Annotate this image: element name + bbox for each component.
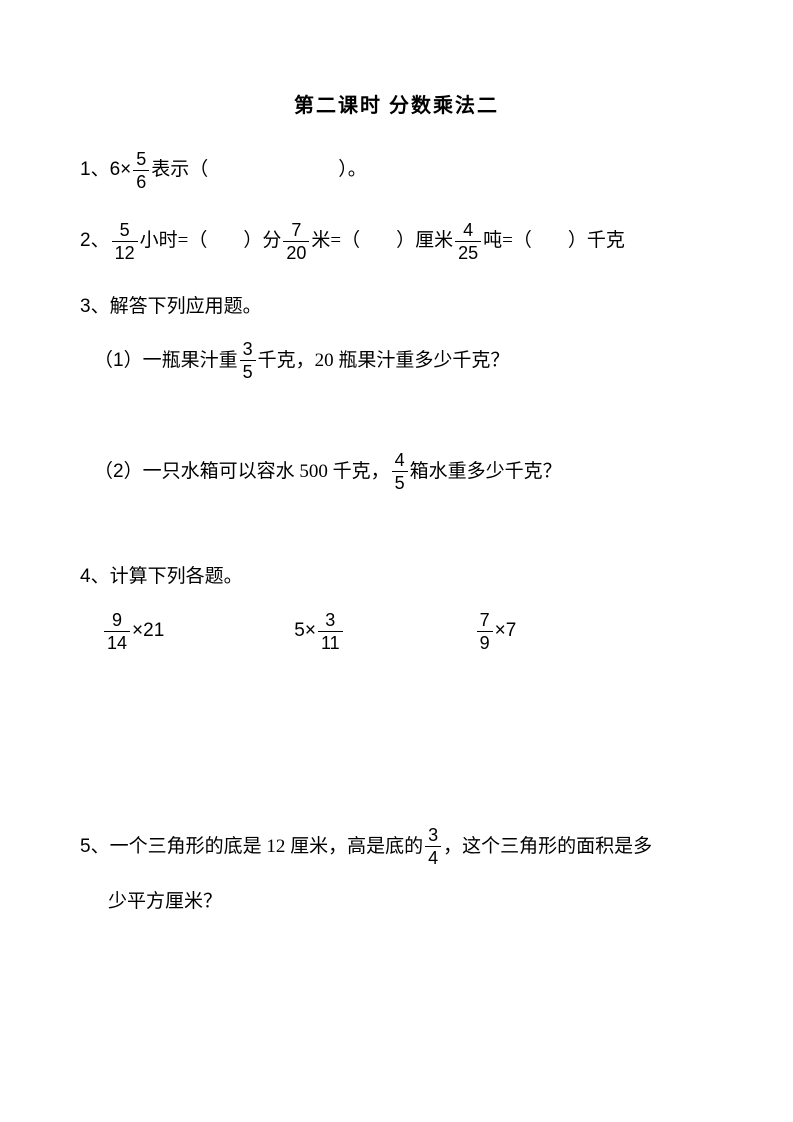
q2-frac3: 4 25 xyxy=(455,221,481,262)
q3-1-frac: 3 5 xyxy=(240,340,256,381)
frac-num: 9 xyxy=(109,611,125,631)
calc-2-frac: 3 11 xyxy=(318,611,343,652)
frac-den: 25 xyxy=(455,241,481,262)
q3-number: 3、 xyxy=(80,292,110,322)
q1-close: ）。 xyxy=(338,155,367,185)
calc-1-frac: 9 14 xyxy=(104,611,130,652)
q2-p2-close: ）厘米 xyxy=(396,226,453,256)
frac-num: 7 xyxy=(288,221,304,241)
question-3-2: （2） 一只水箱可以容水 500 千克， 4 5 箱水重多少千克？ xyxy=(80,451,713,492)
q2-p1-unit: 小时=（ xyxy=(140,226,208,256)
frac-den: 5 xyxy=(392,471,408,492)
frac-den: 6 xyxy=(133,170,149,191)
frac-num: 3 xyxy=(240,340,256,360)
frac-num: 5 xyxy=(117,221,133,241)
question-3-1: （1） 一瓶果汁重 3 5 千克，20 瓶果汁重多少千克？ xyxy=(80,340,713,381)
frac-den: 9 xyxy=(477,631,493,652)
frac-den: 5 xyxy=(240,360,256,381)
q2-number: 2、 xyxy=(80,226,110,256)
q2-p3-unit: 吨=（ xyxy=(483,226,532,256)
q4-number: 4、 xyxy=(80,562,110,592)
q2-p2-unit: 米=（ xyxy=(311,226,360,256)
calc-1: 9 14 ×21 xyxy=(102,611,164,652)
q5-line1: 5、 一个三角形的底是 12 厘米，高是底的 3 4 ，这个三角形的面积是多 xyxy=(80,822,713,871)
calc-2-pre: 5× xyxy=(294,616,316,646)
q2-p3-close: ）千克 xyxy=(568,226,625,256)
frac-den: 14 xyxy=(104,631,130,652)
question-3: 3、 解答下列应用题。 xyxy=(80,292,713,322)
question-2: 2、 5 12 小时=（ ）分 7 20 米=（ ）厘米 4 25 吨=（ ）千… xyxy=(80,221,713,262)
question-4: 4、 计算下列各题。 xyxy=(80,562,713,592)
page-title: 第二课时 分数乘法二 xyxy=(80,90,713,122)
frac-num: 7 xyxy=(477,611,493,631)
frac-den: 20 xyxy=(283,241,309,262)
calc-row: 9 14 ×21 5× 3 11 7 9 ×7 xyxy=(80,611,713,652)
q3-2-t2: 箱水重多少千克？ xyxy=(410,457,562,487)
frac-num: 5 xyxy=(133,150,149,170)
q5-t3: 少平方厘米？ xyxy=(108,891,222,912)
frac-num: 3 xyxy=(322,611,338,631)
q3-1-t1: 一瓶果汁重 xyxy=(143,346,238,376)
q1-fraction: 5 6 xyxy=(133,150,149,191)
q5-frac: 3 4 xyxy=(425,826,441,867)
q5-line2: 少平方厘米？ xyxy=(80,877,713,926)
q3-2-t1: 一只水箱可以容水 500 千克， xyxy=(143,457,390,487)
calc-3-op: ×7 xyxy=(495,616,517,646)
question-5: 5、 一个三角形的底是 12 厘米，高是底的 3 4 ，这个三角形的面积是多 少… xyxy=(80,822,713,927)
q4-text: 计算下列各题。 xyxy=(110,562,243,592)
q2-p1-close: ）分 xyxy=(243,226,281,256)
q3-text: 解答下列应用题。 xyxy=(110,292,262,322)
frac-num: 4 xyxy=(460,221,476,241)
q1-number: 1、 xyxy=(80,155,110,185)
frac-den: 11 xyxy=(318,631,343,652)
q1-before: 6× xyxy=(110,155,132,185)
q5-t1: 一个三角形的底是 12 厘米，高是底的 xyxy=(110,822,424,871)
calc-3: 7 9 ×7 xyxy=(475,611,517,652)
q5-t2: ，这个三角形的面积是多 xyxy=(443,822,652,871)
q1-after: 表示（ xyxy=(151,155,208,185)
q3-2-frac: 4 5 xyxy=(392,451,408,492)
calc-1-op: ×21 xyxy=(132,616,164,646)
q3-1-t2: 千克，20 瓶果汁重多少千克？ xyxy=(258,346,510,376)
worksheet-page: 第二课时 分数乘法二 1、 6× 5 6 表示（ ）。 2、 5 12 小时=（… xyxy=(0,0,793,967)
q3-2-label: （2） xyxy=(94,457,143,487)
question-1: 1、 6× 5 6 表示（ ）。 xyxy=(80,150,713,191)
frac-num: 3 xyxy=(425,826,441,846)
calc-2: 5× 3 11 xyxy=(294,611,344,652)
q5-number: 5、 xyxy=(80,822,110,871)
frac-num: 4 xyxy=(392,451,408,471)
calc-3-frac: 7 9 xyxy=(477,611,493,652)
q3-1-label: （1） xyxy=(94,346,143,376)
q2-frac1: 5 12 xyxy=(112,221,138,262)
frac-den: 12 xyxy=(112,241,138,262)
frac-den: 4 xyxy=(425,846,441,867)
q2-frac2: 7 20 xyxy=(283,221,309,262)
